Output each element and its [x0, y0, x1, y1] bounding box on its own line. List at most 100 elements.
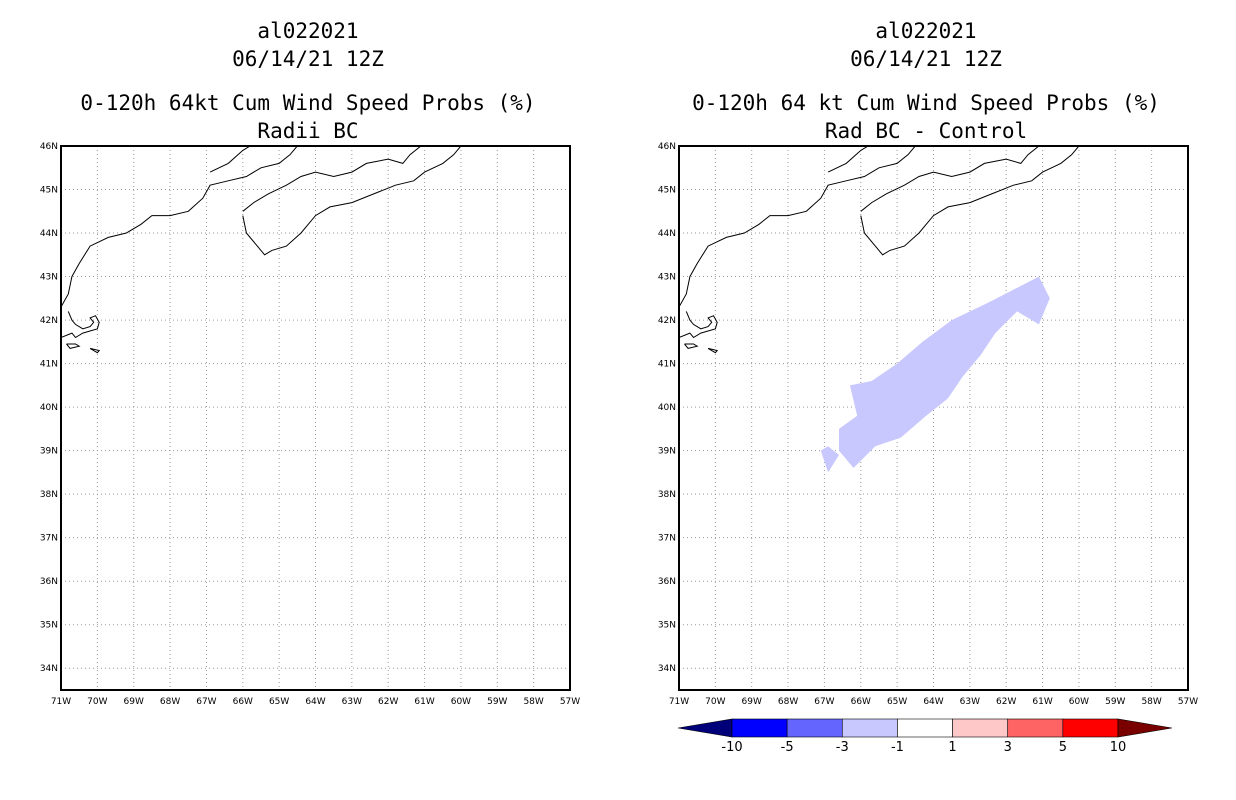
right-x-tick-60W: 60W [1069, 697, 1089, 707]
left-x-tick-71W: 71W [51, 697, 71, 707]
left-y-tick-43N: 43N [40, 273, 58, 283]
left-x-tick-labels: 71W 70W 69W 68W 67W 66W 65W 64W 63W 62W 61W 60W 59W 5… [51, 697, 580, 707]
left-x-tick-65W: 65W [269, 697, 289, 707]
colorbar-label: -5 [781, 740, 794, 755]
left-y-tick-41N: 41N [40, 360, 58, 370]
right-x-tick-65W: 65W [887, 697, 907, 707]
right-shaded-regions [820, 276, 1050, 473]
colorbar-box-5 [952, 718, 1009, 738]
right-x-tick-labels: 71W 70W 69W 68W 67W 66W 65W 64W 63W 62W 61W 60W 59W 5… [669, 697, 1198, 707]
right-plot-frame [678, 145, 1189, 691]
left-x-tick-63W: 63W [342, 697, 362, 707]
right-x-tick-58W: 58W [1141, 697, 1161, 707]
left-y-tick-42N: 42N [40, 316, 58, 326]
colorbar-label: -1 [891, 740, 904, 755]
right-y-tick-40N: 40N [658, 403, 676, 413]
colorbar-box-4 [897, 718, 953, 738]
right-x-tick-61W: 61W [1032, 697, 1052, 707]
right-coastline [679, 146, 1080, 354]
right-coastline-segment [679, 311, 718, 339]
right-coastline-segment [684, 343, 699, 349]
left-x-tick-60W: 60W [451, 697, 471, 707]
colorbar-label: 10 [1110, 740, 1127, 755]
right-coastline-segment [860, 146, 1040, 212]
right-title-product: 0-120h 64 kt Cum Wind Speed Probs (%) [692, 91, 1160, 115]
left-coastline-segment [209, 146, 251, 173]
right-x-tick-62W: 62W [996, 697, 1016, 707]
right-shaded-region-2 [820, 446, 839, 473]
colorbar-label: 3 [1004, 740, 1012, 755]
right-y-tick-39N: 39N [658, 447, 676, 457]
right-y-tick-43N: 43N [658, 273, 676, 283]
left-x-tick-69W: 69W [124, 697, 144, 707]
right-title-date: 06/14/21 12Z [850, 47, 1002, 71]
left-y-tick-37N: 37N [40, 534, 58, 544]
left-x-tick-57W: 57W [560, 697, 580, 707]
left-y-tick-36N: 36N [40, 577, 58, 587]
left-plot-frame [60, 145, 571, 691]
right-shaded-region-1 [839, 276, 1050, 468]
left-x-tick-61W: 61W [414, 697, 434, 707]
left-y-tick-39N: 39N [40, 447, 58, 457]
colorbar-box-7 [1062, 718, 1119, 738]
left-x-tick-64W: 64W [305, 697, 325, 707]
left-coastline [61, 146, 462, 354]
right-y-tick-34N: 34N [658, 664, 676, 674]
left-coastline-segment [89, 347, 101, 354]
colorbar: -10 -5 -3 -1 1 3 5 10 [677, 718, 1173, 755]
right-x-tick-63W: 63W [960, 697, 980, 707]
right-x-tick-64W: 64W [923, 697, 943, 707]
right-y-tick-37N: 37N [658, 534, 676, 544]
left-coastline-segment [66, 343, 81, 349]
left-x-tick-68W: 68W [160, 697, 180, 707]
left-title-storm-id: al022021 [257, 19, 358, 43]
right-title-storm-id: al022021 [875, 19, 976, 43]
right-x-tick-70W: 70W [705, 697, 725, 707]
left-y-tick-40N: 40N [40, 403, 58, 413]
right-y-tick-42N: 42N [658, 316, 676, 326]
left-y-tick-34N: 34N [40, 664, 58, 674]
left-coastline-segment [61, 311, 100, 339]
left-y-tick-labels: 34N 35N 36N 37N 38N 39N 40N 41N 42N 43N 44N 45N 46N [40, 142, 58, 674]
right-y-tick-45N: 45N [658, 186, 676, 196]
right-title-subtitle: Rad BC - Control [825, 119, 1027, 143]
left-y-tick-44N: 44N [40, 229, 58, 239]
colorbar-box-6 [1007, 718, 1064, 738]
right-x-tick-67W: 67W [814, 697, 834, 707]
right-coastline-segment [707, 347, 719, 354]
right-x-tick-69W: 69W [742, 697, 762, 707]
colorbar-lower-extend [677, 718, 733, 738]
left-coastline-segment [61, 146, 298, 308]
right-x-tick-71W: 71W [669, 697, 689, 707]
right-y-tick-36N: 36N [658, 577, 676, 587]
right-y-tick-46N: 46N [658, 142, 676, 152]
left-y-tick-38N: 38N [40, 490, 58, 500]
left-title-date: 06/14/21 12Z [232, 47, 384, 71]
colorbar-label: -10 [721, 740, 742, 755]
left-x-tick-70W: 70W [87, 697, 107, 707]
colorbar-box-3 [841, 718, 898, 738]
right-panel: al022021 06/14/21 12Z 0-120h 64 kt Cum W… [658, 19, 1198, 707]
colorbar-label: 1 [948, 740, 956, 755]
colorbar-label: -3 [836, 740, 849, 755]
left-x-tick-67W: 67W [196, 697, 216, 707]
right-x-tick-57W: 57W [1178, 697, 1198, 707]
left-panel: al022021 06/14/21 12Z 0-120h 64kt Cum Wi… [40, 19, 580, 707]
right-x-tick-68W: 68W [778, 697, 798, 707]
right-y-tick-41N: 41N [658, 360, 676, 370]
left-x-tick-59W: 59W [487, 697, 507, 707]
left-y-tick-45N: 45N [40, 186, 58, 196]
left-x-tick-62W: 62W [378, 697, 398, 707]
left-coastline-segment [242, 146, 422, 212]
right-x-tick-59W: 59W [1105, 697, 1125, 707]
left-title-product: 0-120h 64kt Cum Wind Speed Probs (%) [80, 91, 535, 115]
left-title-subtitle: Radii BC [257, 119, 358, 143]
colorbar-box-1 [731, 718, 788, 738]
right-x-tick-66W: 66W [851, 697, 871, 707]
right-y-tick-labels: 34N 35N 36N 37N 38N 39N 40N 41N 42N 43N 44N 45N 46N [658, 142, 676, 674]
left-gridlines [61, 146, 570, 690]
right-coastline-segment [860, 146, 1080, 256]
colorbar-box-2 [786, 718, 843, 738]
colorbar-upper-extend [1117, 718, 1173, 738]
